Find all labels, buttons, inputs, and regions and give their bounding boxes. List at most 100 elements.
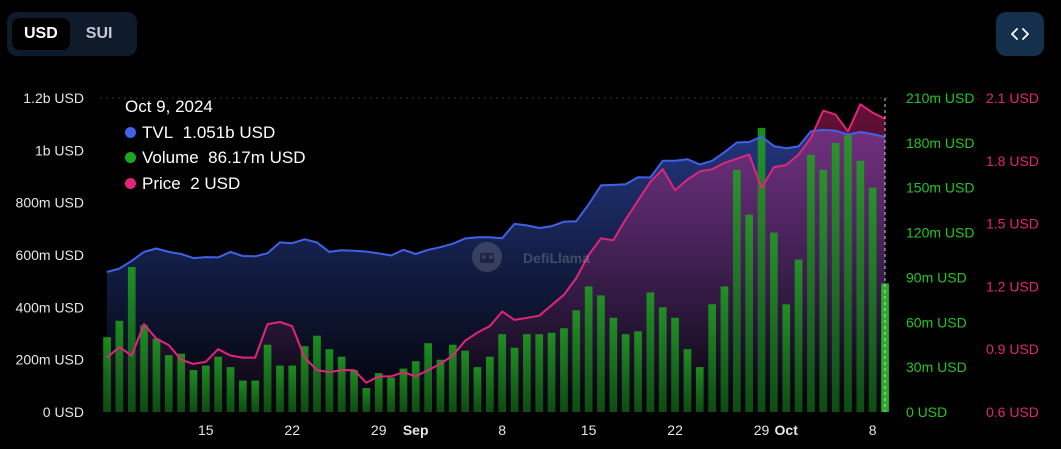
volume-bar [473, 367, 482, 412]
svg-text:DefiLlama: DefiLlama [523, 250, 590, 266]
volume-bar [387, 377, 395, 412]
volume-bar [251, 380, 260, 412]
volume-bar [807, 154, 815, 413]
volume-bar [844, 135, 852, 412]
volume-bar [658, 307, 667, 412]
price-line [106, 103, 886, 384]
volume-bar [634, 331, 642, 412]
volume-bar [535, 334, 544, 412]
volume-bar [782, 304, 791, 412]
x-axis-tick-label: 29 [754, 422, 770, 438]
volume-axis-tick-label: 210m USD [906, 90, 974, 106]
volume-bar [288, 365, 297, 412]
volume-bar [671, 317, 679, 412]
defillama-watermark: DefiLlama [472, 242, 590, 272]
x-axis-tick-label: 29 [371, 422, 387, 438]
volume-bar [226, 367, 235, 412]
currency-toggle: USD SUI [7, 12, 137, 56]
tooltip-price-label: Price [142, 173, 181, 193]
volume-bar [436, 359, 445, 412]
volume-bar [152, 338, 161, 412]
volume-bar [399, 368, 408, 412]
tooltip-row-price: Price 2 USD [125, 171, 305, 197]
code-brackets-icon [1011, 28, 1029, 40]
volume-bar [239, 380, 247, 412]
toggle-usd-button[interactable]: USD [12, 18, 70, 50]
volume-axis-tick-label: 120m USD [906, 225, 974, 241]
tvl-axis-tick-label: 800m USD [16, 195, 84, 211]
volume-bar [486, 356, 494, 412]
x-axis-tick-label: Sep [403, 422, 429, 438]
price-area [107, 104, 885, 413]
volume-bar [337, 356, 346, 412]
tooltip: Oct 9, 2024 TVL 1.051b USD Volume 86.17m… [125, 94, 305, 196]
volume-bar [819, 169, 828, 412]
volume-bar [498, 334, 506, 412]
tvl-line [106, 128, 886, 273]
volume-bar [597, 295, 605, 412]
tvl-axis-tick-label: 200m USD [16, 352, 84, 368]
volume-axis-tick-label: 30m USD [906, 359, 967, 375]
volume-bar [127, 267, 136, 412]
volume-bar [720, 286, 729, 412]
volume-axis-tick-label: 0 USD [906, 404, 947, 420]
price-axis-tick-label: 0.6 USD [986, 404, 1039, 420]
volume-bar [276, 365, 284, 412]
price-axis-tick-label: 1.5 USD [986, 216, 1039, 232]
x-axis-tick-label: Oct [775, 422, 799, 438]
volume-bar [646, 292, 655, 412]
volume-bar [103, 337, 111, 412]
x-axis-tick-label: 8 [498, 422, 506, 438]
tvl-axis-tick-label: 1.2b USD [23, 90, 84, 106]
volume-bar [621, 334, 630, 412]
volume-bar [523, 334, 531, 412]
volume-bar [115, 320, 124, 412]
volume-bar [461, 350, 469, 412]
x-axis-tick-label: 22 [667, 422, 683, 438]
volume-bar [745, 214, 753, 412]
volume-bar [448, 344, 457, 412]
volume-bar [313, 335, 321, 412]
volume-bar [374, 373, 383, 412]
volume-bar [510, 347, 519, 412]
volume-bar [424, 343, 432, 412]
x-axis-tick-label: 22 [284, 422, 300, 438]
volume-bar [214, 356, 222, 412]
volume-bar [708, 304, 716, 412]
volume-bar [757, 127, 766, 413]
price-axis-tick-label: 2.1 USD [986, 90, 1039, 106]
volume-bar [325, 349, 334, 412]
volume-bar [856, 160, 865, 412]
x-axis-tick-label: 15 [198, 422, 214, 438]
tvl-axis-tick-label: 1b USD [35, 142, 84, 158]
tooltip-tvl-value: 1.051b USD [182, 122, 276, 142]
volume-bar [609, 317, 618, 412]
volume-bar [881, 283, 889, 412]
volume-bar [189, 370, 198, 412]
price-dot [125, 177, 136, 189]
volume-bar [300, 346, 309, 412]
volume-bar [794, 259, 803, 412]
volume-bar [411, 361, 420, 412]
volume-axis-tick-label: 150m USD [906, 180, 974, 196]
volume-bar [164, 355, 173, 412]
volume-dot [125, 152, 136, 164]
tvl-axis-tick-label: 600m USD [16, 247, 84, 263]
embed-code-button[interactable] [996, 12, 1044, 56]
tooltip-price-value: 2 USD [190, 173, 241, 193]
tooltip-tvl-label: TVL [142, 122, 174, 142]
tvl-axis-tick-label: 0 USD [43, 404, 84, 420]
volume-bar [584, 286, 593, 412]
volume-bar [140, 325, 148, 412]
volume-bar [831, 142, 840, 412]
tooltip-volume-value: 86.17m USD [208, 148, 306, 167]
toggle-sui-button[interactable]: SUI [85, 25, 113, 42]
volume-bar [350, 370, 358, 412]
volume-bar [263, 344, 272, 412]
volume-bar [868, 187, 877, 412]
volume-bar [683, 349, 692, 412]
volume-bar [362, 388, 371, 412]
volume-axis-tick-label: 60m USD [906, 314, 967, 330]
price-axis-tick-label: 1.8 USD [986, 153, 1039, 169]
volume-bar [695, 367, 704, 412]
